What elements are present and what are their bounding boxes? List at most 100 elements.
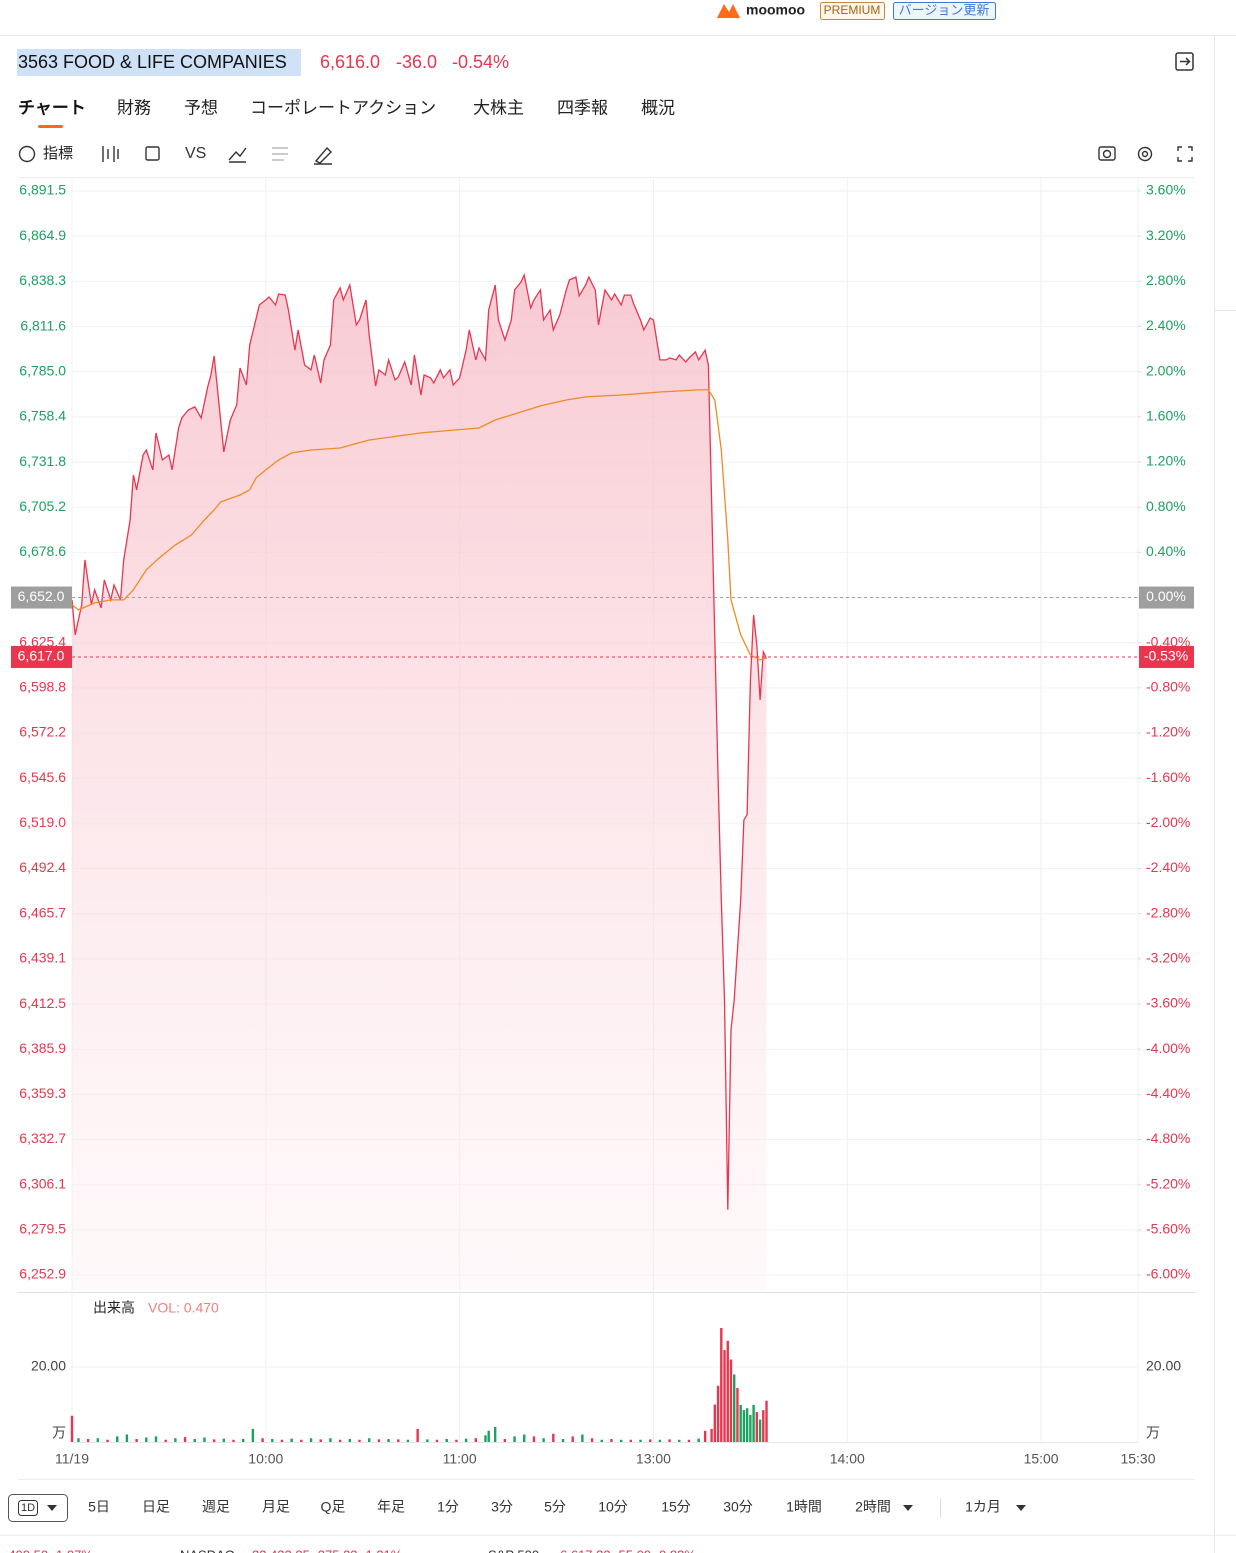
volume-bar [193, 1439, 196, 1442]
change-pct: -0.54% [452, 52, 509, 72]
x-tick-label: 15:30 [1120, 1451, 1155, 1467]
exit-icon-frame[interactable] [1175, 52, 1194, 71]
volume-bar [629, 1439, 633, 1442]
compare-icon[interactable] [228, 147, 247, 163]
tab[interactable]: 財務 [117, 98, 151, 117]
y2-tick-label: -1.60% [1146, 769, 1190, 785]
y2-tick-label: -4.80% [1146, 1130, 1190, 1146]
volume-bar [280, 1439, 284, 1442]
period-caret[interactable] [903, 1505, 913, 1511]
settings-icon[interactable] [1137, 146, 1153, 162]
y-tick-label: 6,678.6 [19, 543, 66, 559]
y2-tick-label: 1.60% [1146, 408, 1186, 424]
volume-bar [687, 1439, 691, 1442]
volume-bar [484, 1435, 487, 1442]
draw-icon[interactable] [314, 146, 332, 165]
tab[interactable]: チャート [18, 98, 86, 117]
volume-bar [726, 1340, 729, 1442]
volume-bar [387, 1439, 390, 1442]
volume-bar [649, 1439, 652, 1442]
settings-center[interactable] [1141, 150, 1149, 158]
period-option[interactable]: 15分 [661, 1499, 691, 1515]
period-option[interactable]: 5日 [88, 1499, 110, 1515]
period-option[interactable]: 日足 [142, 1499, 170, 1515]
period-selected[interactable]: 1D [21, 1502, 35, 1514]
y2-tick-label: 2.40% [1146, 317, 1186, 333]
volume-bar [86, 1439, 90, 1442]
volume-bar [742, 1410, 746, 1442]
pct-badge [1139, 586, 1194, 609]
tab[interactable]: 四季報 [557, 98, 608, 117]
square-icon[interactable] [145, 146, 160, 161]
brand: moomoo [746, 2, 805, 18]
period-option[interactable]: 3分 [491, 1499, 513, 1515]
volume-bar [710, 1428, 713, 1442]
period-option[interactable]: 10分 [598, 1499, 628, 1515]
volume-bar [736, 1388, 739, 1442]
volume-bar [125, 1434, 129, 1442]
period-select-box[interactable] [18, 1500, 38, 1516]
list-icon[interactable] [272, 147, 288, 161]
period-option[interactable]: 年足 [377, 1499, 405, 1515]
y2-tick-label: 0.40% [1146, 543, 1186, 559]
camera-icon[interactable] [1098, 146, 1116, 161]
tab[interactable]: コーポレートアクション [250, 98, 436, 117]
volume-bar [435, 1439, 439, 1442]
ticker: -400.50 -1.07% NASDAQ 22,432.85 -275.23 -1… [4, 1547, 696, 1553]
y-tick-label: 6,439.1 [19, 950, 66, 966]
update-button[interactable]: バージョン更新 [899, 2, 990, 17]
volume-bar [752, 1404, 755, 1442]
fullscreen-icon[interactable] [1177, 146, 1193, 162]
period-option[interactable]: 30分 [723, 1499, 753, 1515]
tab[interactable]: 概況 [641, 98, 675, 117]
volume-bar [487, 1430, 490, 1442]
candle-icon[interactable] [102, 146, 119, 162]
y-tick-label: 6,252.9 [19, 1266, 66, 1282]
period-option[interactable]: 2時間 [855, 1499, 891, 1515]
gauge-icon[interactable] [18, 145, 36, 163]
camera-lens[interactable] [1102, 149, 1112, 159]
volume-bar [222, 1438, 226, 1442]
x-tick-label: 15:00 [1024, 1451, 1059, 1467]
tab[interactable]: 大株主 [473, 98, 524, 117]
period-option[interactable]: 1カ月 [965, 1499, 1001, 1515]
volume-bar [203, 1437, 206, 1442]
y-tick-label: 6,359.3 [19, 1085, 66, 1101]
y2-tick-label: -2.40% [1146, 859, 1190, 875]
vs-button[interactable]: VS [185, 145, 206, 162]
exit-icon[interactable] [1175, 52, 1194, 71]
volume-bar [70, 1415, 74, 1442]
volume-bar [561, 1439, 565, 1442]
volume-bar [96, 1438, 100, 1442]
volume-bar [523, 1434, 526, 1442]
update-box[interactable] [893, 2, 996, 20]
volume-bar [542, 1438, 545, 1442]
y2-tick-label: 2.00% [1146, 362, 1186, 378]
tab[interactable]: 予想 [184, 98, 218, 117]
period-option[interactable]: 1分 [437, 1499, 459, 1515]
y2-tick-label: 2.80% [1146, 272, 1186, 288]
volume-bar [397, 1439, 400, 1442]
price-badge [11, 586, 72, 609]
volume-bar [464, 1438, 468, 1442]
period-caret[interactable] [47, 1505, 57, 1511]
period-option[interactable]: 1時間 [786, 1499, 822, 1515]
period-option[interactable]: 月足 [262, 1499, 290, 1515]
period-caret[interactable] [1016, 1505, 1026, 1511]
volume-bar [232, 1439, 235, 1442]
y2-tick-label: -3.20% [1146, 950, 1190, 966]
period-option[interactable]: Q足 [321, 1499, 346, 1515]
plot: 11/19 10:00 11:00 13:00 14:00 15:00 15:30 6,891… [11, 178, 1194, 1467]
volume-bar [552, 1433, 555, 1442]
volume-bar [406, 1439, 410, 1442]
y-tick-label: 6,492.4 [19, 859, 66, 875]
exit-icon-arrow[interactable] [1180, 57, 1191, 66]
volume-bar [532, 1436, 536, 1442]
period-option[interactable]: 5分 [544, 1499, 566, 1515]
period-option[interactable]: 週足 [202, 1499, 230, 1515]
y-tick-label: 6,705.2 [19, 498, 66, 514]
ticker-item: NASDAQ [180, 1547, 235, 1553]
indicator-button[interactable]: 指標 [43, 145, 73, 162]
premium-badge: PREMIUM [824, 3, 881, 17]
